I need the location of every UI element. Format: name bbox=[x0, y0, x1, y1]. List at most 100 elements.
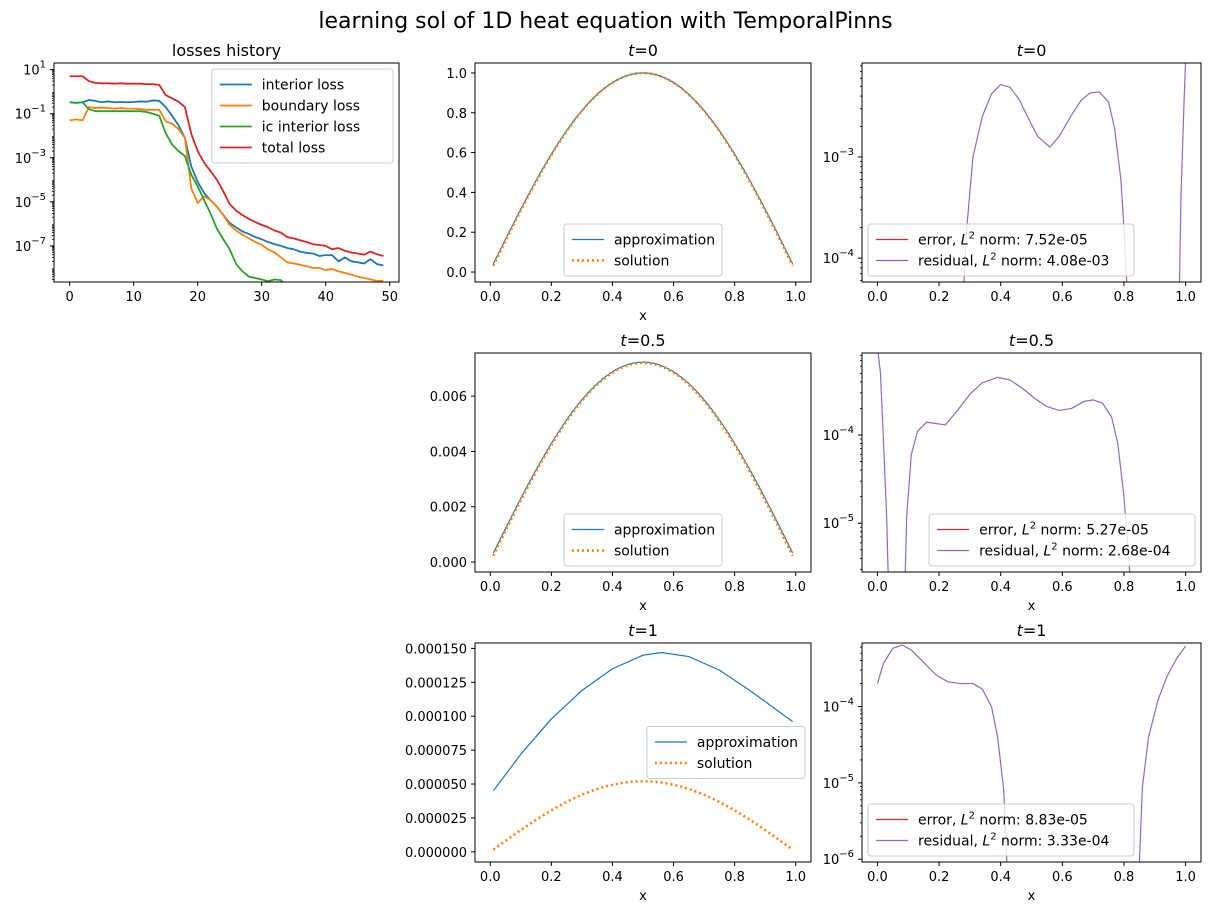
x-tick-label: 0.0 bbox=[867, 580, 888, 595]
chart-title: t=0.5 bbox=[620, 331, 665, 350]
y-tick-label: 0.8 bbox=[446, 107, 467, 122]
axes-frame bbox=[474, 352, 812, 573]
legend: error, L2 norm: 7.52e-05 residual, L2 nor… bbox=[867, 223, 1135, 277]
axes-frame bbox=[861, 352, 1202, 573]
y-tick-label: 10−3 bbox=[823, 147, 854, 166]
y-tick-label: 0.000125 bbox=[405, 676, 467, 691]
axes-frame bbox=[861, 642, 1202, 863]
x-tick-label: 0.0 bbox=[867, 290, 888, 305]
legend: approximation solution bbox=[563, 513, 723, 567]
x-tick-label: 0.0 bbox=[480, 290, 501, 305]
series-line bbox=[877, 353, 889, 572]
legend-label: solution bbox=[697, 756, 752, 772]
series-line bbox=[492, 780, 794, 851]
legend-label: error, L2 norm: 8.83e-05 bbox=[918, 811, 1088, 829]
chart-losses: losses history 0 10 20 30 40 50 10−7 10−5 10−3 10−… bbox=[15, 41, 400, 305]
legend-frame bbox=[867, 223, 1135, 277]
x-tick-label: 0.4 bbox=[990, 290, 1011, 305]
legend-label: approximation bbox=[614, 523, 715, 539]
y-tick-label: 0.000 bbox=[430, 556, 467, 571]
legend: error, L2 norm: 5.27e-05 residual, L2 nor… bbox=[928, 513, 1196, 567]
axes-frame bbox=[53, 62, 400, 283]
legend-label: total loss bbox=[262, 141, 326, 157]
series-line bbox=[492, 651, 794, 792]
x-tick-label: 0.4 bbox=[602, 580, 623, 595]
x-tick-label: 0.6 bbox=[663, 870, 684, 885]
y-tick-label: 10−4 bbox=[823, 697, 854, 716]
chart-err_t0: t=0 0.0 0.2 0.4 0.6 0.8 1.0 10−4 10−3 error, L2 n… bbox=[823, 41, 1202, 305]
series-line bbox=[1178, 63, 1187, 282]
x-tick-label: 0.4 bbox=[990, 580, 1011, 595]
y-tick-label: 10−7 bbox=[15, 236, 46, 255]
legend-label: approximation bbox=[614, 233, 715, 249]
x-tick-label: 0.8 bbox=[1114, 290, 1135, 305]
x-tick-label: 0.8 bbox=[724, 870, 745, 885]
y-tick-label: 101 bbox=[23, 60, 46, 79]
y-tick-label: 0.000150 bbox=[405, 642, 467, 657]
y-tick-label: 10−5 bbox=[823, 513, 854, 532]
x-tick-label: 0.8 bbox=[1114, 580, 1135, 595]
figure-title: learning sol of 1D heat equation with Te… bbox=[318, 9, 892, 34]
y-tick-label: 10−5 bbox=[823, 773, 854, 792]
legend: interior loss boundary loss ic interior lo… bbox=[211, 68, 394, 164]
legend-label: residual, L2 norm: 4.08e-03 bbox=[918, 252, 1109, 270]
legend: approximation solution bbox=[563, 223, 723, 277]
legend-frame bbox=[928, 513, 1196, 567]
legend: approximation solution bbox=[646, 726, 806, 779]
x-tick-label: 0.2 bbox=[541, 290, 562, 305]
legend-label: error, L2 norm: 7.52e-05 bbox=[918, 231, 1088, 249]
chart-sol_t05: t=0.5 0.0 0.2 0.4 0.6 0.8 1.0 0.000 0.002 0.004 0.… bbox=[430, 331, 812, 614]
y-tick-label: 0.000100 bbox=[405, 710, 467, 725]
x-tick-label: 0.0 bbox=[480, 580, 501, 595]
x-tick-label: 0.6 bbox=[663, 290, 684, 305]
chart-title: t=1 bbox=[628, 621, 658, 640]
x-tick-label: 1.0 bbox=[785, 580, 806, 595]
legend-label: boundary loss bbox=[262, 99, 360, 115]
y-tick-label: 0.6 bbox=[446, 147, 467, 162]
chart-err_t1: t=1 0.0 0.2 0.4 0.6 0.8 1.0 10−6 10−5 10−4 x error,… bbox=[823, 621, 1202, 904]
chart-title: t=0 bbox=[628, 41, 658, 60]
y-tick-label: 0.002 bbox=[430, 501, 467, 516]
legend-frame bbox=[563, 223, 723, 277]
x-tick-label: 30 bbox=[253, 290, 270, 305]
y-tick-label: 1.0 bbox=[446, 67, 467, 82]
x-axis-label: x bbox=[639, 309, 647, 324]
x-tick-label: 10 bbox=[125, 290, 142, 305]
y-tick-label: 0.000025 bbox=[405, 812, 467, 827]
series-line bbox=[69, 101, 284, 282]
x-tick-label: 0.4 bbox=[602, 290, 623, 305]
x-tick-label: 0.2 bbox=[929, 870, 950, 885]
axes-frame bbox=[474, 642, 812, 863]
y-tick-label: 0.000075 bbox=[405, 744, 467, 759]
series-line bbox=[963, 83, 1128, 282]
x-tick-label: 0.0 bbox=[867, 870, 888, 885]
y-tick-label: 0.000050 bbox=[405, 778, 467, 793]
legend-label: solution bbox=[614, 544, 669, 560]
x-tick-label: 0.6 bbox=[1052, 580, 1073, 595]
series-line bbox=[1138, 645, 1187, 862]
x-tick-label: 1.0 bbox=[1175, 870, 1196, 885]
x-tick-label: 1.0 bbox=[785, 290, 806, 305]
x-tick-label: 40 bbox=[317, 290, 334, 305]
y-tick-label: 0.006 bbox=[430, 390, 467, 405]
y-tick-label: 10−3 bbox=[15, 148, 46, 167]
y-tick-label: 0.000000 bbox=[405, 846, 467, 861]
series-line bbox=[904, 376, 1131, 572]
chart-title: t=0.5 bbox=[1009, 331, 1054, 350]
x-tick-label: 0.8 bbox=[724, 580, 745, 595]
x-tick-label: 0.2 bbox=[541, 580, 562, 595]
x-tick-label: 50 bbox=[381, 290, 398, 305]
chart-err_t05: t=0.5 0.0 0.2 0.4 0.6 0.8 1.0 10−5 10−4 x error, L… bbox=[823, 331, 1202, 614]
x-tick-label: 1.0 bbox=[1175, 290, 1196, 305]
y-tick-label: 10−6 bbox=[823, 849, 854, 868]
x-tick-label: 0.2 bbox=[541, 870, 562, 885]
chart-title: t=0 bbox=[1017, 41, 1047, 60]
y-tick-label: 10−4 bbox=[823, 425, 854, 444]
series-line bbox=[69, 75, 384, 257]
chart-title: t=1 bbox=[1017, 621, 1047, 640]
legend-frame bbox=[867, 803, 1135, 857]
x-tick-label: 0 bbox=[66, 290, 74, 305]
x-axis-label: x bbox=[1028, 599, 1036, 614]
series-line bbox=[69, 106, 384, 282]
